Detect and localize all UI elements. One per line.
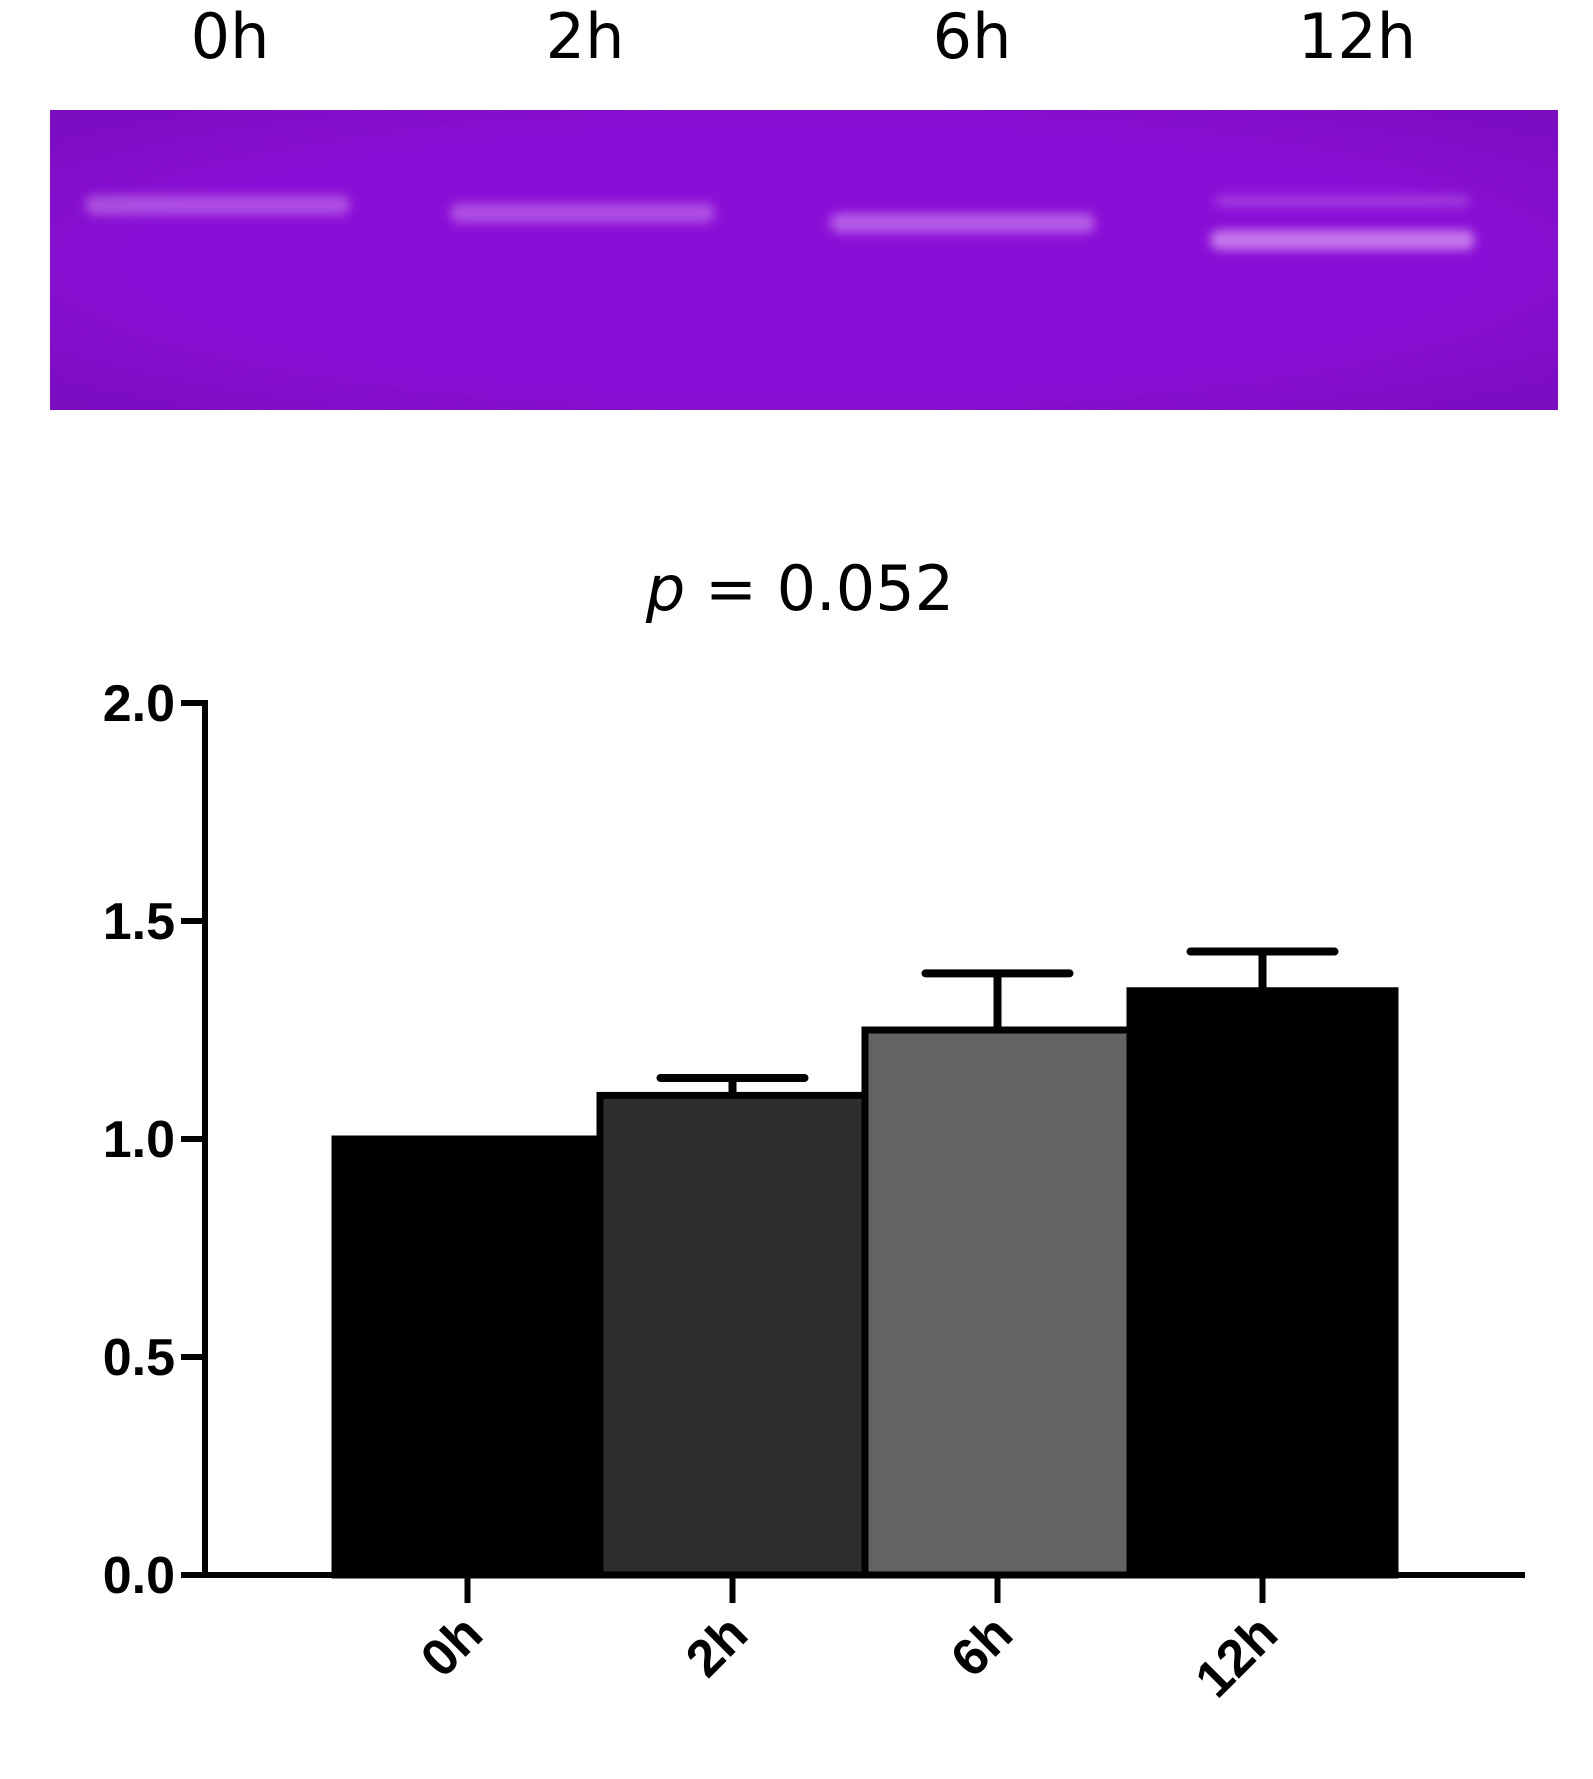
- x-tick-label-2h: 2h: [675, 1604, 759, 1688]
- chart-title: p = 0.052: [645, 552, 954, 625]
- gel-lane-label-2h: 2h: [545, 0, 625, 73]
- bar-0h: [331, 1135, 604, 1579]
- gel-lane-label-0h: 0h: [190, 0, 270, 73]
- y-tick-label-0.0: 0.0: [103, 1547, 175, 1605]
- y-tick-label-2.0: 2.0: [103, 675, 175, 733]
- gel-band-12h-upper: [1215, 195, 1470, 207]
- x-tick-label-6h: 6h: [940, 1604, 1024, 1688]
- bar-12h: [1126, 987, 1399, 1579]
- zymography-gel-image: [50, 110, 1558, 410]
- y-tick-label-1.0: 1.0: [103, 1111, 175, 1169]
- gel-lane-labels: 0h 2h 6h 12h: [0, 0, 1593, 100]
- y-tick-label-0.5: 0.5: [103, 1329, 175, 1387]
- bar-2h: [596, 1091, 869, 1579]
- gel-lane-label-12h: 12h: [1297, 0, 1417, 73]
- gel-band-2h: [450, 203, 715, 223]
- gel-shading: [50, 110, 1558, 410]
- chart-title-italic: p: [645, 552, 685, 625]
- chart-title-rest: = 0.052: [685, 552, 954, 625]
- gel-band-0h: [85, 195, 350, 215]
- gel-lane-label-6h: 6h: [932, 0, 1012, 73]
- y-tick-label-1.5: 1.5: [103, 893, 175, 951]
- bar-6h: [861, 1026, 1134, 1579]
- gel-band-6h: [830, 213, 1095, 233]
- bar-chart: p = 0.052 0.0 0.5 1.0 1.5 2.0 0h 2h 6h 12h: [103, 552, 1525, 1709]
- gel-band-12h: [1210, 230, 1475, 250]
- x-tick-label-12h: 12h: [1185, 1604, 1289, 1708]
- x-tick-label-0h: 0h: [410, 1604, 494, 1688]
